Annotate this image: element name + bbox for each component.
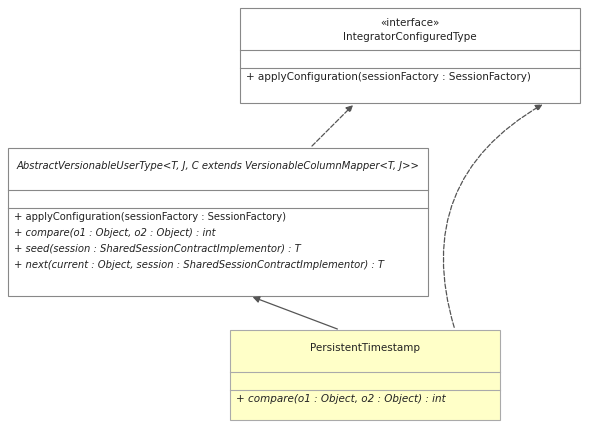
Text: + next(current : Object, session : SharedSessionContractImplementor) : T: + next(current : Object, session : Share… — [14, 260, 384, 270]
Text: + compare(o1 : Object, o2 : Object) : int: + compare(o1 : Object, o2 : Object) : in… — [236, 394, 446, 404]
Bar — [8, 148, 428, 296]
Bar — [240, 8, 580, 103]
Text: «interface»: «interface» — [380, 18, 440, 28]
Text: + compare(o1 : Object, o2 : Object) : int: + compare(o1 : Object, o2 : Object) : in… — [14, 228, 216, 238]
Text: + seed(session : SharedSessionContractImplementor) : T: + seed(session : SharedSessionContractIm… — [14, 244, 301, 254]
Text: + applyConfiguration(sessionFactory : SessionFactory): + applyConfiguration(sessionFactory : Se… — [14, 212, 286, 222]
Text: PersistentTimestamp: PersistentTimestamp — [310, 343, 420, 353]
Text: AbstractVersionableUserType<T, J, C extends VersionableColumnMapper<T, J>>: AbstractVersionableUserType<T, J, C exte… — [17, 161, 420, 171]
Text: IntegratorConfiguredType: IntegratorConfiguredType — [343, 32, 477, 42]
Bar — [230, 330, 500, 420]
Text: + applyConfiguration(sessionFactory : SessionFactory): + applyConfiguration(sessionFactory : Se… — [246, 72, 531, 82]
